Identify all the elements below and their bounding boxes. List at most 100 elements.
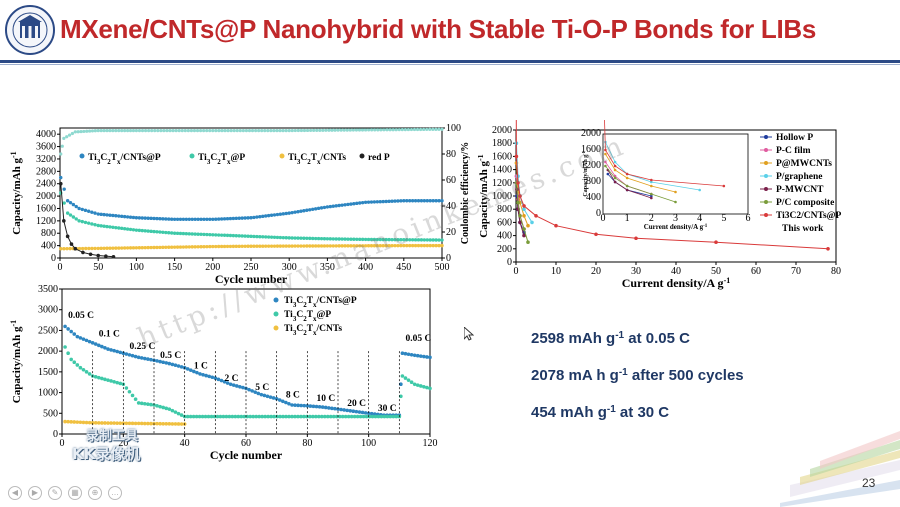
data-point — [99, 246, 103, 251]
data-point — [281, 235, 286, 240]
x-tick-label: 50 — [711, 266, 721, 277]
data-point — [96, 212, 100, 216]
data-point — [168, 129, 172, 133]
data-point — [372, 244, 377, 248]
mouse-cursor-icon — [464, 327, 474, 341]
data-point — [428, 243, 432, 248]
data-point — [60, 144, 64, 148]
y-tick-label: 400 — [41, 241, 56, 252]
inset-y-tick: 400 — [586, 192, 601, 203]
legend-marker — [764, 161, 768, 165]
inset-data-point — [613, 164, 617, 168]
x-axis-label: Cycle number — [210, 448, 283, 462]
data-point — [174, 129, 178, 133]
title-rule-thin — [0, 64, 900, 65]
y-axis-label: Capacity/mAh g-1 — [10, 320, 23, 403]
data-point — [382, 414, 387, 419]
data-point — [175, 245, 180, 249]
y-tick-label: 3000 — [38, 305, 58, 316]
data-point — [205, 244, 209, 249]
data-point — [245, 414, 250, 419]
data-point — [321, 128, 325, 132]
inset-data-point — [698, 188, 701, 192]
data-point — [369, 237, 374, 242]
next-slide-icon[interactable]: ▶ — [28, 486, 42, 500]
slides-icon[interactable]: ▦ — [68, 486, 82, 500]
data-point — [387, 237, 391, 242]
university-logo-icon — [5, 5, 55, 55]
x-tick-label: 450 — [396, 262, 411, 273]
data-point — [296, 236, 300, 240]
data-point — [518, 194, 522, 198]
data-point — [100, 376, 104, 381]
data-point — [108, 246, 112, 250]
data-point — [313, 236, 318, 241]
data-point — [349, 244, 353, 248]
data-point — [224, 414, 229, 419]
data-point — [299, 244, 303, 248]
data-point — [275, 414, 279, 419]
data-point — [237, 234, 241, 238]
pen-icon[interactable]: ✎ — [48, 486, 62, 500]
data-point — [111, 213, 115, 218]
data-point — [336, 407, 340, 411]
data-point — [290, 236, 294, 240]
data-point — [425, 127, 429, 132]
data-point — [109, 421, 113, 425]
data-point — [311, 404, 316, 409]
legend-entry: Ti3C2Tx/CNTs — [284, 324, 342, 337]
series-group — [58, 127, 444, 259]
legend: Ti3C2Tx/CNTs@P Ti3C2Tx@P Ti3C2Tx/CNTs red P — [79, 153, 390, 166]
data-point — [63, 345, 67, 349]
data-point — [242, 414, 247, 419]
data-point — [415, 127, 420, 132]
data-point — [86, 221, 91, 225]
data-point — [228, 382, 233, 387]
data-point — [361, 414, 366, 419]
data-point — [193, 217, 197, 222]
data-point — [93, 342, 98, 346]
data-point — [406, 378, 411, 382]
data-point — [108, 213, 112, 217]
data-point — [249, 234, 253, 239]
data-point — [434, 199, 438, 203]
data-point — [187, 245, 191, 249]
data-point — [172, 217, 177, 222]
legend-marker — [764, 148, 768, 152]
data-point — [58, 181, 63, 186]
data-point — [134, 216, 139, 220]
legend-marker — [764, 213, 768, 217]
data-point — [143, 129, 148, 133]
data-point — [275, 212, 280, 217]
data-point — [419, 354, 423, 358]
more-options-icon[interactable]: … — [108, 486, 122, 500]
data-point — [152, 229, 156, 234]
data-point — [313, 244, 318, 248]
zoom-icon[interactable]: ⊕ — [88, 486, 102, 500]
data-point — [384, 237, 388, 242]
data-point — [434, 243, 438, 248]
x-tick-label: 20 — [591, 266, 601, 277]
x-tick-label: 30 — [631, 266, 641, 277]
data-point — [155, 404, 159, 408]
data-point — [114, 214, 118, 218]
data-point — [237, 216, 241, 220]
data-point — [105, 224, 109, 229]
y-tick-label: 1600 — [492, 151, 512, 162]
data-point — [69, 242, 74, 246]
data-point — [128, 246, 133, 250]
data-point — [260, 414, 264, 419]
previous-slide-icon[interactable]: ◀ — [8, 486, 22, 500]
x-tick-label: 80 — [831, 266, 841, 277]
data-point — [118, 381, 123, 386]
data-point — [90, 129, 95, 133]
data-point — [331, 237, 335, 241]
data-point — [355, 201, 359, 206]
data-point — [137, 246, 142, 250]
data-point — [180, 129, 184, 133]
data-point — [193, 245, 197, 249]
data-point — [62, 219, 66, 223]
data-point — [372, 200, 377, 204]
x-tick-label: 400 — [358, 262, 373, 273]
data-point — [316, 236, 321, 241]
